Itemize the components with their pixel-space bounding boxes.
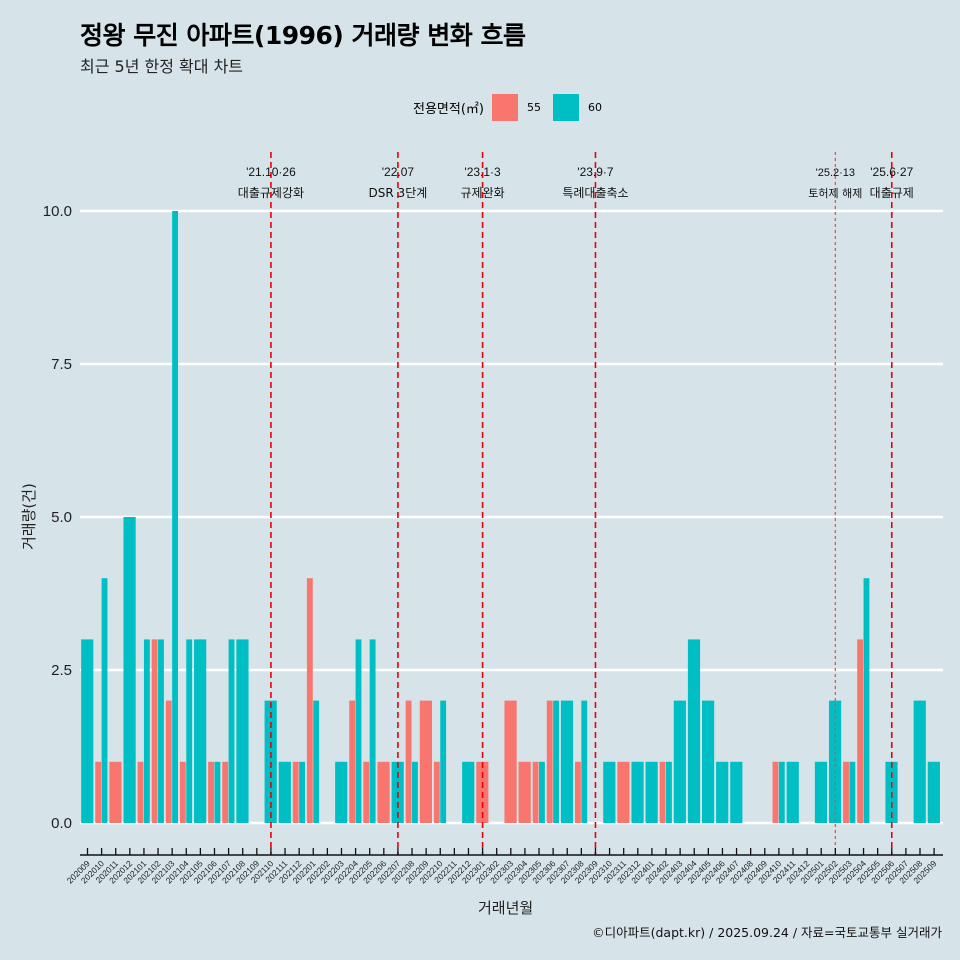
bar-60: [123, 517, 136, 823]
bar-60: [264, 700, 277, 823]
event-date-label: '23.9·7: [577, 165, 614, 179]
bar-60: [214, 761, 221, 823]
bar-60: [313, 700, 320, 823]
event-label: 토허제 해제: [808, 186, 862, 200]
bar-55: [433, 761, 440, 823]
event-date-label: '22.07: [382, 165, 415, 179]
bar-55: [95, 761, 102, 823]
chart-subtitle: 최근 5년 한정 확대 차트: [80, 57, 244, 76]
y-axis-title: 거래량(건): [20, 483, 38, 550]
bar-60: [440, 700, 447, 823]
bar-60: [927, 761, 940, 823]
bar-60: [560, 700, 574, 823]
bar-55: [575, 761, 581, 823]
bar-60: [194, 639, 207, 823]
bar-60: [603, 761, 616, 823]
bar-60: [786, 761, 799, 823]
bar-55: [504, 700, 517, 823]
bar-60: [278, 761, 291, 823]
y-tick-label: 5.0: [51, 509, 72, 526]
bar-55: [137, 761, 144, 823]
legend: 전용면적(㎡) 55 60: [413, 93, 614, 121]
bar-55: [306, 578, 313, 823]
bar-60: [355, 639, 362, 823]
bar-60: [186, 639, 193, 823]
bar-60: [778, 761, 785, 823]
bar-60: [673, 700, 686, 823]
bar-60: [863, 578, 870, 823]
bar-55: [419, 700, 432, 823]
bar-60: [335, 761, 348, 823]
bar-60: [716, 761, 729, 823]
event-date-label: '23.1·3: [464, 165, 501, 179]
bar-60: [828, 700, 842, 823]
bar-60: [143, 639, 150, 823]
bar-60: [913, 700, 926, 823]
bar-60: [462, 761, 475, 823]
bar-55: [165, 700, 172, 823]
source-credit: ©디아파트(dapt.kr) / 2025.09.24 / 자료=국토교통부 실…: [592, 925, 942, 940]
bar-55: [109, 761, 122, 823]
bar-60: [299, 761, 305, 823]
event-label: 대출규제: [870, 186, 914, 200]
bar-55: [363, 761, 370, 823]
bar-60: [228, 639, 235, 823]
bar-55: [405, 700, 412, 823]
event-date-label: '25.2·13: [816, 167, 855, 179]
legend-title: 전용면적(㎡): [413, 101, 484, 117]
bar-60: [666, 761, 672, 823]
bar-60: [814, 761, 828, 823]
event-label: 규제완화: [460, 186, 504, 200]
bar-60: [687, 639, 701, 823]
bar-55: [349, 700, 356, 823]
bar-55: [843, 761, 849, 823]
bar-60: [412, 761, 418, 823]
bar-55: [857, 639, 864, 823]
bar-60: [701, 700, 715, 823]
event-date-label: '25.6·27: [870, 165, 913, 179]
bar-55: [772, 761, 779, 823]
bar-60: [158, 639, 164, 823]
bar-55: [377, 761, 390, 823]
bar-60: [101, 578, 108, 823]
bar-60: [730, 761, 743, 823]
bar-60: [631, 761, 644, 823]
chart-title: 정왕 무진 아파트(1996) 거래량 변화 흐름: [80, 21, 526, 50]
y-tick-label: 0.0: [51, 815, 72, 832]
bar-60: [172, 211, 179, 823]
bar-55: [617, 761, 630, 823]
legend-swatch-60: [552, 93, 579, 121]
bar-60: [645, 761, 658, 823]
y-tick-label: 10.0: [43, 203, 72, 220]
event-label: 특례대출축소: [562, 186, 628, 200]
bar-55: [222, 761, 229, 823]
event-label: 대출규제강화: [238, 186, 304, 200]
bar-60: [539, 761, 545, 823]
legend-swatch-55: [491, 93, 518, 121]
legend-label-60: 60: [587, 100, 602, 114]
bar-55: [179, 761, 186, 823]
bar-60: [369, 639, 376, 823]
bar-60: [553, 700, 559, 823]
bar-55: [518, 761, 531, 823]
bar-60: [849, 761, 856, 823]
y-tick-label: 7.5: [51, 356, 72, 373]
bar-55: [532, 761, 539, 823]
bar-55: [151, 639, 158, 823]
y-tick-label: 2.5: [51, 662, 72, 679]
bar-60: [581, 700, 588, 823]
bar-55: [292, 761, 299, 823]
bar-60: [236, 639, 249, 823]
event-label: DSR 3단계: [369, 186, 428, 200]
bar-60: [81, 639, 94, 823]
bar-55: [659, 761, 666, 823]
x-axis-title: 거래년월: [478, 899, 534, 917]
event-date-label: '21.10·26: [246, 165, 296, 179]
bar-55: [208, 761, 214, 823]
legend-label-55: 55: [526, 100, 541, 114]
bar-55: [546, 700, 553, 823]
